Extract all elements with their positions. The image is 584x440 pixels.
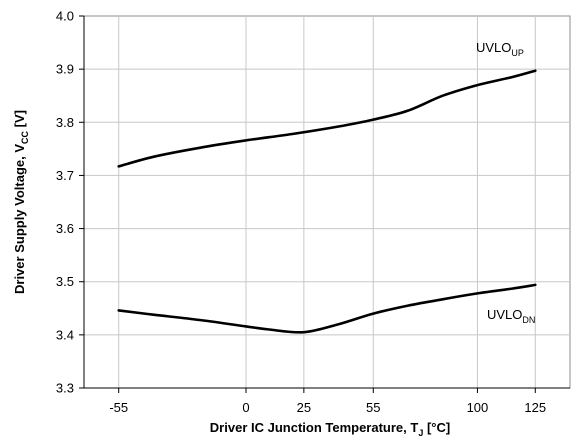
x-tick-label: 25 [297, 400, 311, 415]
series-line-uvlo-dn [117, 283, 537, 334]
y-tick-label: 3.5 [56, 274, 74, 289]
y-tick-label: 3.7 [56, 168, 74, 183]
y-tick-label: 3.8 [56, 115, 74, 130]
plot-frame [83, 15, 571, 389]
series-group [117, 69, 537, 334]
grid [84, 16, 570, 388]
y-tick-label: 3.4 [56, 327, 74, 342]
x-tick-label: -55 [109, 400, 128, 415]
x-axis-ticks: -55 0 25 55 100 125 [84, 387, 570, 415]
y-tick-label: 3.6 [56, 221, 74, 236]
y-tick-label: 3.3 [56, 381, 74, 396]
x-axis-title: Driver IC Junction Temperature, TJ [°C] [210, 420, 450, 438]
x-tick-label: 0 [242, 400, 249, 415]
series-label-uvlo-up: UVLOUP [476, 40, 524, 58]
series-label-uvlo-dn: UVLODN [487, 307, 535, 325]
y-axis-title: Driver Supply Voltage, VCC [V] [12, 110, 30, 294]
y-axis-ticks: 3.3 3.4 3.5 3.6 3.7 3.8 3.9 4.0 [56, 9, 85, 396]
y-tick-label: 4.0 [56, 9, 74, 24]
series-line-uvlo-up [117, 69, 537, 168]
x-tick-label: 100 [467, 400, 489, 415]
x-tick-label: 55 [366, 400, 380, 415]
y-tick-label: 3.9 [56, 62, 74, 77]
x-tick-label: 125 [524, 400, 546, 415]
